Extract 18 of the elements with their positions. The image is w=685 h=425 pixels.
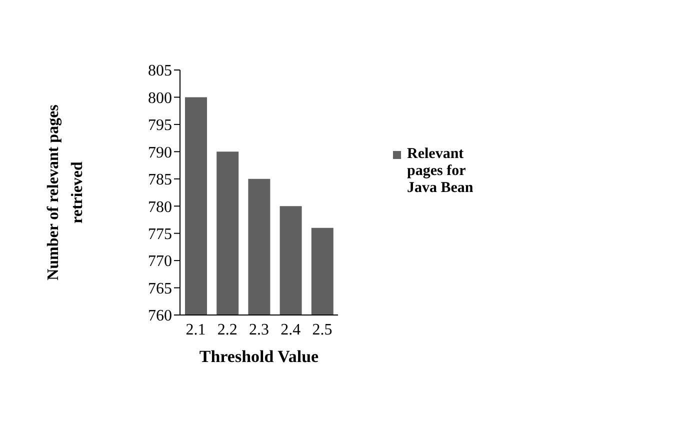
y-tick-label: 785 [148,172,172,189]
y-tick-label: 795 [148,117,172,134]
y-tick-label: 780 [148,198,172,216]
x-tick-label: 2.3 [249,321,269,338]
x-tick-label: 2.1 [186,321,206,338]
y-tick-label: 770 [148,253,172,270]
y-tick-label: 760 [148,308,172,325]
x-tick-label: 2.5 [312,321,332,338]
y-tick-label: 805 [148,62,172,80]
y-tick-label: 765 [148,280,172,298]
legend-label: Relevant pages for Java Bean [407,146,474,197]
y-axis-title: Number of relevant pages retrieved [45,104,86,280]
x-tick-label: 2.2 [217,321,238,338]
y-tick-label: 800 [148,90,172,107]
x-axis-title: Threshold Value [199,347,320,366]
y-tick-label: 790 [148,144,172,162]
y-tick-label: 775 [148,226,172,244]
x-tick-label: 2.4 [280,321,301,338]
